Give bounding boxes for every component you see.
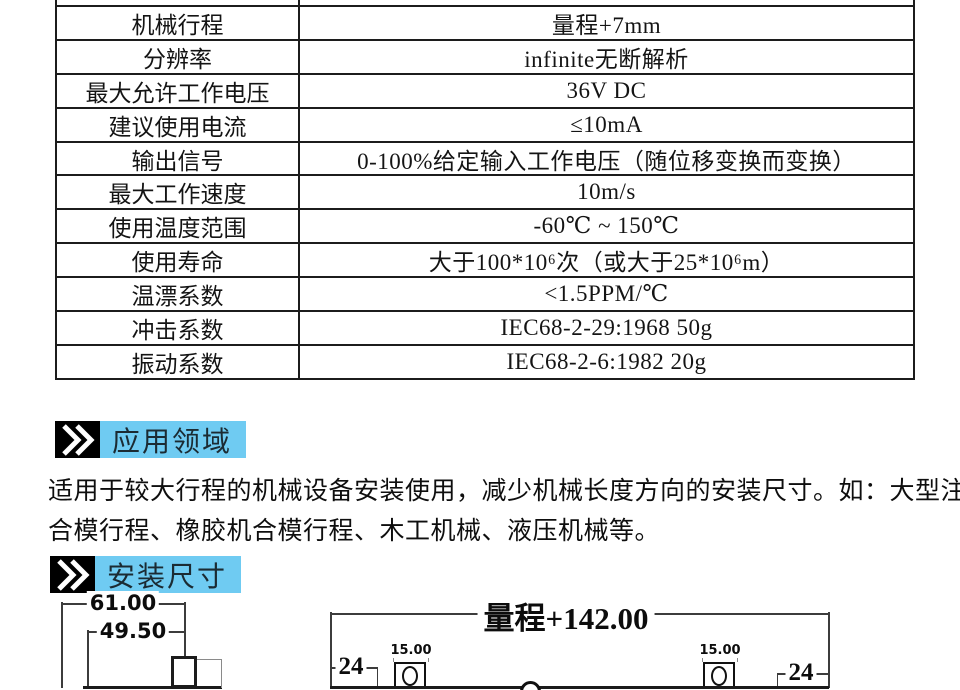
dimension-value-15-left: 15.00 xyxy=(388,643,434,658)
spec-label: 输出信号 xyxy=(57,142,300,175)
section-title-application: 应用领域 xyxy=(100,421,247,458)
section-header-installation: 安装尺寸 xyxy=(50,556,242,593)
spec-value: <1.5PPM/℃ xyxy=(544,281,669,307)
spec-value: 量程+7mm xyxy=(551,12,662,38)
extension-line xyxy=(828,612,830,688)
section-header-application: 应用领域 xyxy=(55,421,247,458)
spec-label: 分辨率 xyxy=(57,40,300,73)
shaft-circle xyxy=(520,681,541,690)
table-top-cropped-cell xyxy=(57,0,300,5)
spec-value: IEC68-2-6:1982 20g xyxy=(506,348,707,374)
spec-value: infinite无断解析 xyxy=(524,46,689,72)
application-text-line: 适用于较大行程的机械设备安装使用，减少机械长度方向的安装尺寸。如：大型注塑机 xyxy=(48,477,960,505)
spec-row: 机械行程 量程+7mm xyxy=(57,7,913,41)
range-dimension-label: 量程+142.00 xyxy=(477,593,655,638)
dimension-value-61: 61.00 xyxy=(86,591,160,615)
spec-value: IEC68-2-29:1968 50g xyxy=(500,314,713,340)
dimension-value-49-5: 49.50 xyxy=(96,619,170,643)
spec-label: 机械行程 xyxy=(57,7,300,39)
spec-value: ≤10mA xyxy=(570,111,643,137)
bracket-slot-hole xyxy=(402,666,418,686)
spec-row: 振动系数 IEC68-2-6:1982 20g xyxy=(57,345,913,380)
spec-row: 使用寿命 大于100*10⁶次（或大于25*10⁶m） xyxy=(57,244,913,279)
extension-line xyxy=(87,630,89,688)
application-text-line: 合模行程、橡胶机合模行程、木工机械、液压机械等。 xyxy=(48,517,661,545)
spec-row: 建议使用电流 ≤10mA xyxy=(57,108,913,143)
spec-value: 10m/s xyxy=(577,179,636,205)
spec-label: 冲击系数 xyxy=(57,312,300,344)
spec-row: 冲击系数 IEC68-2-29:1968 50g xyxy=(57,312,913,346)
dimension-value-24-right: 24 xyxy=(785,659,817,687)
spec-table: 机械行程 量程+7mm 分辨率 infinite无断解析 最大允许工作电压 36… xyxy=(55,0,915,380)
section-title-installation: 安装尺寸 xyxy=(95,556,242,593)
dimension-value-15-right: 15.00 xyxy=(697,643,743,658)
connector-plug xyxy=(171,656,197,688)
spec-row: 最大允许工作电压 36V DC xyxy=(57,74,913,109)
spec-label: 温漂系数 xyxy=(57,278,300,311)
spec-row: 输出信号 0-100%给定输入工作电压（随位移变换而变换） xyxy=(57,142,913,177)
double-chevron-right-icon xyxy=(55,421,100,458)
spec-label: 使用温度范围 xyxy=(57,210,300,243)
extension-line xyxy=(61,602,63,688)
connector-outline xyxy=(197,659,221,660)
spec-label: 振动系数 xyxy=(57,345,300,378)
spec-row: 温漂系数 <1.5PPM/℃ xyxy=(57,278,913,313)
body-outline xyxy=(330,686,829,689)
spec-label: 使用寿命 xyxy=(57,244,300,277)
spec-label: 最大工作速度 xyxy=(57,176,300,209)
spec-row: 最大工作速度 10m/s xyxy=(57,176,913,211)
spec-value: -60℃ ~ 150℃ xyxy=(533,213,680,239)
extension-line xyxy=(330,612,332,688)
spec-value: 36V DC xyxy=(566,77,647,103)
spec-row: 分辨率 infinite无断解析 xyxy=(57,40,913,75)
spec-value: 大于100*10⁶次（或大于25*10⁶m） xyxy=(428,250,785,276)
extension-line xyxy=(777,673,778,688)
extension-line xyxy=(377,667,378,688)
connector-outline xyxy=(221,659,222,688)
spec-label: 最大允许工作电压 xyxy=(57,74,300,107)
spec-row: 使用温度范围 -60℃ ~ 150℃ xyxy=(57,210,913,245)
spec-value: 0-100%给定输入工作电压（随位移变换而变换） xyxy=(357,148,856,174)
bracket-slot-hole xyxy=(711,666,727,686)
dimension-value-24-left: 24 xyxy=(335,653,367,681)
table-top-cropped-row xyxy=(57,0,913,7)
body-outline xyxy=(83,686,222,689)
double-chevron-right-icon xyxy=(50,556,95,593)
spec-label: 建议使用电流 xyxy=(57,108,300,141)
